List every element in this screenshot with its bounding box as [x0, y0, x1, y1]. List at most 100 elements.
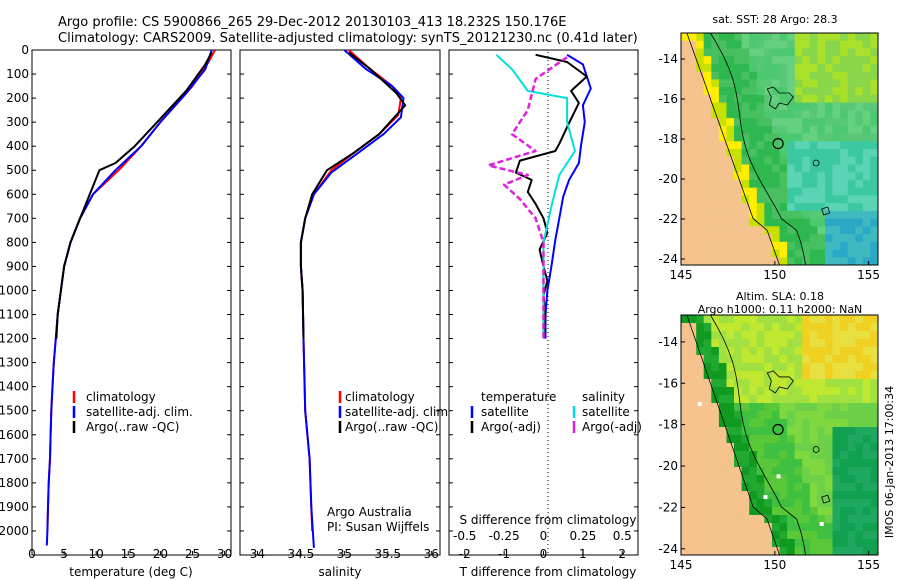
map-cell — [825, 203, 834, 212]
map-cell — [855, 451, 864, 460]
map-cell — [741, 172, 750, 181]
map-cell — [779, 427, 788, 436]
map-cell — [749, 379, 758, 388]
map-cell — [703, 531, 712, 540]
map-cell — [718, 539, 728, 548]
map-cell — [855, 79, 864, 88]
map-cell — [756, 48, 765, 57]
map-cell — [688, 387, 697, 396]
map-cell — [718, 347, 728, 356]
map-cell — [840, 179, 849, 189]
map-cell — [817, 40, 826, 49]
map-cell — [779, 547, 788, 555]
map-cell — [870, 87, 878, 96]
map-cell — [688, 48, 697, 57]
map-cell — [756, 459, 765, 468]
map-cell — [734, 63, 743, 73]
map-cell — [726, 411, 735, 420]
map-cell — [840, 403, 849, 412]
map-cell — [749, 435, 758, 444]
map-cell — [787, 331, 796, 340]
map-cell — [825, 249, 834, 258]
map-cell — [787, 149, 796, 158]
map-cell — [779, 87, 788, 96]
map-cell — [847, 531, 856, 540]
map-cell — [832, 403, 841, 412]
map-cell — [756, 149, 765, 158]
map-cell — [749, 203, 758, 212]
map-cell — [703, 347, 712, 356]
map-cell — [847, 203, 856, 212]
map-cell — [809, 79, 818, 88]
map-cell — [749, 363, 758, 372]
map-cell — [825, 395, 834, 404]
map-cell — [718, 79, 728, 88]
map-cell — [787, 71, 796, 80]
map-y-tick-label: -22 — [658, 500, 678, 514]
map-cell — [696, 141, 705, 150]
map-cell — [817, 110, 826, 119]
map-cell — [764, 56, 773, 65]
map-cell — [840, 475, 849, 484]
map-cell — [749, 395, 758, 404]
map-cell — [711, 475, 720, 484]
map-cell — [771, 483, 781, 492]
map-cell — [741, 187, 750, 196]
map-cell — [809, 141, 818, 150]
map-cell — [802, 507, 811, 516]
y-tick-label: 1900 — [0, 500, 29, 514]
map-cell — [764, 195, 773, 204]
map-cell — [764, 210, 773, 220]
map-cell — [749, 125, 758, 135]
map-cell — [862, 141, 871, 150]
map-cell — [771, 523, 781, 532]
map-cell — [847, 149, 856, 158]
map-cell — [749, 164, 758, 173]
x2-tick-label: -0.25 — [489, 529, 520, 543]
map-cell — [809, 539, 818, 548]
map-cell — [825, 156, 834, 165]
map-cell — [711, 419, 720, 428]
map-cell — [809, 257, 818, 265]
map-cell — [741, 547, 750, 555]
map-cell — [817, 125, 826, 135]
map-cell — [847, 102, 856, 111]
map-cell — [741, 347, 750, 356]
map-cell — [681, 125, 690, 135]
map-cell — [749, 347, 758, 356]
map-cell — [832, 523, 841, 532]
map-cell — [809, 133, 818, 142]
map-cell — [764, 427, 773, 436]
map-cell — [855, 48, 864, 57]
map-cell — [794, 63, 803, 73]
map-cell — [809, 451, 818, 460]
map-cell — [870, 164, 878, 173]
map-cell — [794, 203, 803, 212]
map-cell — [870, 427, 878, 436]
map-cell — [703, 443, 712, 452]
map-cell — [794, 187, 803, 196]
map-cell — [802, 94, 811, 104]
map-cell — [832, 371, 841, 380]
map-cell — [771, 363, 781, 372]
map-cell — [696, 315, 705, 324]
map-cell — [711, 379, 720, 388]
map-cell — [825, 63, 834, 73]
map-cell — [855, 40, 864, 49]
map-cell — [726, 179, 735, 189]
map-cell — [794, 71, 803, 80]
map-cell — [703, 156, 712, 165]
map-cell — [696, 87, 705, 96]
map-cell — [718, 547, 728, 555]
sla-map-panel: Altim. SLA: 0.18 Argo h1000: 0.11 h2000:… — [658, 290, 896, 572]
map-cell — [681, 133, 690, 142]
map-cell — [681, 172, 690, 181]
map-cell — [681, 531, 690, 540]
map-cell — [756, 315, 765, 324]
map-cell — [840, 467, 849, 476]
map-cell — [825, 387, 834, 396]
map-cell — [741, 257, 750, 265]
imos-timestamp: IMOS 06-Jan-2013 17:00:34 — [883, 386, 896, 538]
map-cell — [726, 451, 735, 460]
map-cell — [681, 539, 690, 548]
